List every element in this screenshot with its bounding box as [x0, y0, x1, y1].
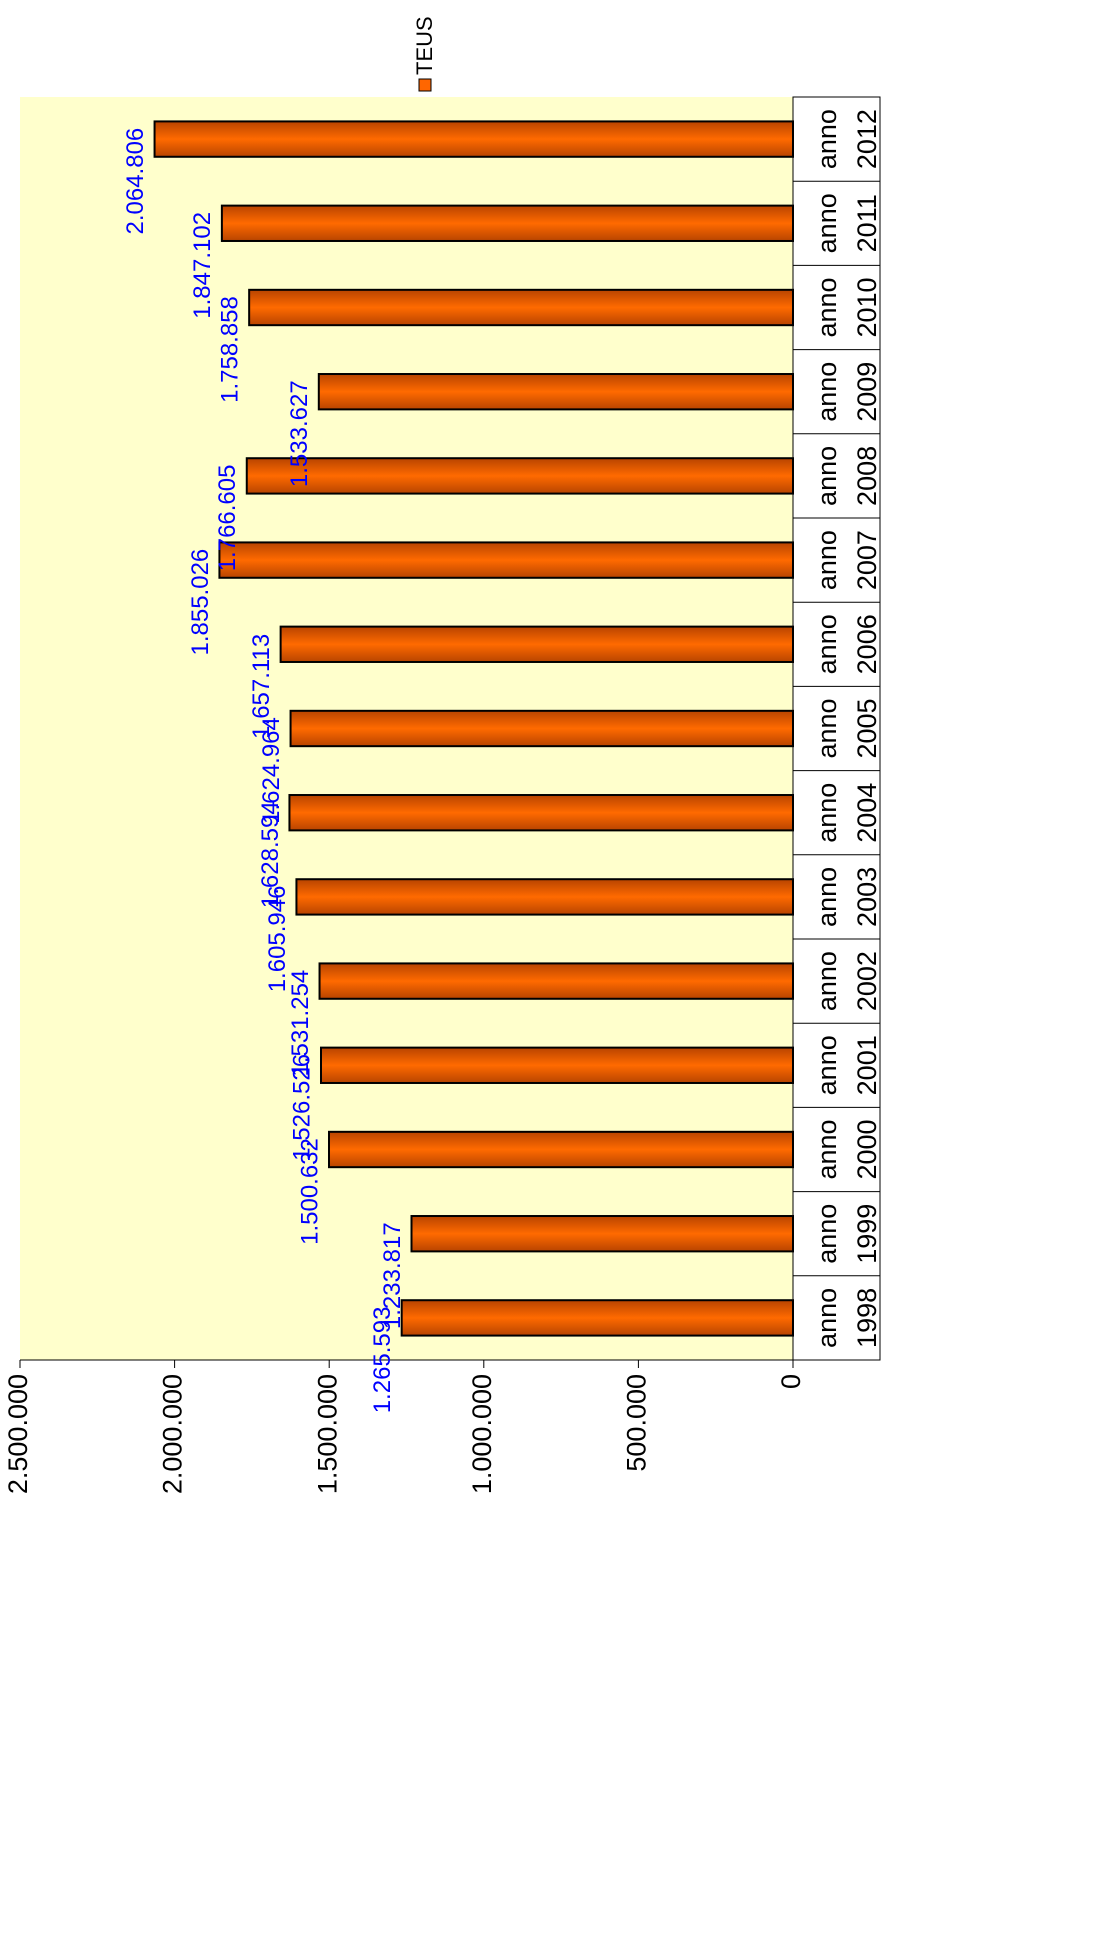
- x-tick-label: anno: [812, 783, 842, 843]
- bar: [220, 204, 795, 242]
- data-label: 1.533.627: [286, 380, 313, 487]
- x-tick-label: 2008: [852, 446, 882, 506]
- bar: [218, 541, 794, 579]
- data-label: 1.265.593: [369, 1307, 396, 1414]
- x-tick-label: anno: [812, 1035, 842, 1095]
- y-tick-label: 2.000.000: [158, 1374, 188, 1494]
- x-tick-label: 2000: [852, 1119, 882, 1179]
- x-tick-label: 2011: [852, 194, 882, 252]
- data-label: 1.605.946: [264, 886, 291, 993]
- rotated-chart: 0 500.000 1.000.000 1.500.000 2.000.000 2.500…: [3, 16, 882, 1494]
- bar: [295, 878, 794, 916]
- data-label: 1.758.858: [217, 296, 244, 403]
- bar: [279, 625, 794, 663]
- y-tick-label: 0: [776, 1374, 806, 1389]
- y-tick-label: 1.000.000: [467, 1374, 497, 1494]
- data-label: 1.855.026: [187, 549, 214, 656]
- y-tick-label: 500.000: [622, 1374, 652, 1472]
- data-label: 2.064.806: [122, 128, 149, 235]
- y-tick-label: 1.500.000: [312, 1374, 342, 1494]
- x-tick-label: anno: [812, 867, 842, 927]
- bar: [410, 1215, 794, 1253]
- data-label: 1.233.817: [379, 1222, 406, 1329]
- x-tick-label: 2003: [852, 867, 882, 927]
- legend-label: TEUS: [412, 16, 437, 75]
- x-tick-label: 1998: [852, 1288, 882, 1348]
- y-tick-label: 2.500.000: [3, 1374, 33, 1494]
- x-tick-label: 2004: [852, 783, 882, 843]
- legend: TEUS: [410, 16, 446, 95]
- x-tick-label: 2012: [852, 109, 882, 169]
- x-tick-label: anno: [812, 1204, 842, 1264]
- x-tick-label: anno: [812, 951, 842, 1011]
- x-tick-label: 2009: [852, 362, 882, 422]
- bar: [328, 1130, 794, 1169]
- data-label: 1.624.964: [258, 717, 285, 824]
- data-label: 1.657.113: [248, 634, 275, 739]
- x-tick-label: 2010: [852, 277, 882, 337]
- x-tick-label: 2002: [852, 951, 882, 1011]
- bar: [289, 709, 794, 748]
- x-tick-label: anno: [812, 446, 842, 506]
- data-label: 1.628.594: [257, 801, 284, 908]
- bar: [400, 1299, 794, 1337]
- x-tick-label: anno: [812, 362, 842, 422]
- x-tick-label: 1999: [852, 1204, 882, 1264]
- bar: [317, 373, 794, 411]
- bar: [319, 1046, 794, 1084]
- bar: [288, 794, 794, 832]
- data-label: 1.766.605: [214, 465, 241, 572]
- x-tick-label: 2006: [852, 614, 882, 674]
- x-tick-label: anno: [812, 193, 842, 253]
- x-tick-label: anno: [812, 109, 842, 169]
- data-label: 1.526.526: [288, 1054, 315, 1161]
- x-tick-label: anno: [812, 1119, 842, 1179]
- x-tick-label: 2005: [852, 698, 882, 758]
- bar: [248, 288, 794, 327]
- x-tick-label: 2007: [852, 530, 882, 590]
- x-tick-label: anno: [812, 1288, 842, 1348]
- bar: [318, 962, 794, 1000]
- x-tick-label: 2001: [852, 1035, 882, 1095]
- x-tick-label: anno: [812, 277, 842, 337]
- bar: [153, 120, 794, 158]
- x-tick-label: anno: [812, 614, 842, 674]
- data-label: 1.847.102: [189, 212, 216, 319]
- bar: [245, 457, 794, 495]
- x-tick-label: anno: [812, 530, 842, 590]
- legend-swatch: [418, 78, 432, 92]
- data-label: 1.500.632: [296, 1138, 323, 1245]
- x-tick-label: anno: [812, 698, 842, 758]
- data-label: 1.531.254: [287, 970, 314, 1077]
